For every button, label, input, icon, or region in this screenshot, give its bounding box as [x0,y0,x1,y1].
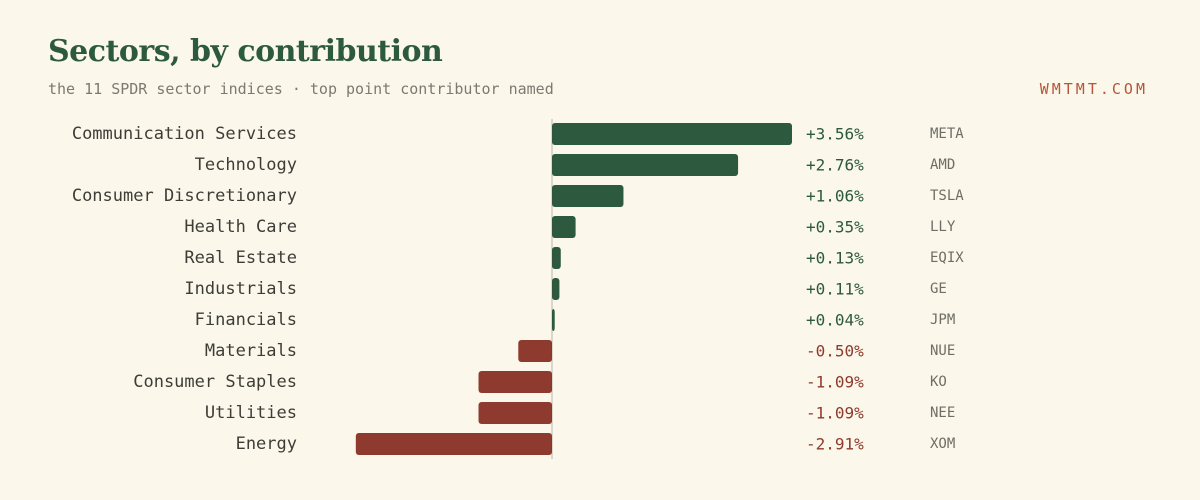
bar-consumer-discretionary [552,185,624,207]
category-label-materials: Materials [205,341,297,361]
bar-communication-services [552,123,792,145]
category-label-real-estate: Real Estate [184,248,297,268]
value-label-materials: -0.50% [806,342,864,361]
labels-group: Communication Services +3.56% META Technolo… [72,124,964,454]
category-label-energy: Energy [236,434,297,454]
brand-link[interactable]: WMTMT.COM [1039,80,1148,98]
value-label-technology: +2.76% [806,156,864,175]
contributor-ticker-consumer-discretionary: TSLA [930,188,964,204]
contributor-ticker-communication-services: META [930,126,964,142]
category-label-consumer-discretionary: Consumer Discretionary [72,186,297,206]
bars-group [355,123,792,455]
category-label-technology: Technology [195,155,297,175]
category-label-industrials: Industrials [184,279,297,299]
contributor-ticker-energy: XOM [930,436,955,452]
contributor-ticker-consumer-staples: KO [930,374,947,390]
contributor-ticker-technology: AMD [930,157,955,173]
value-label-real-estate: +0.13% [806,249,864,268]
bar-utilities [478,402,552,424]
value-label-utilities: -1.09% [806,404,864,423]
contributor-ticker-materials: NUE [930,343,955,359]
bar-energy [355,433,552,455]
value-label-consumer-staples: -1.09% [806,373,864,392]
category-label-consumer-staples: Consumer Staples [133,372,297,392]
bar-materials [518,340,552,362]
bar-health-care [552,216,576,238]
category-label-health-care: Health Care [184,217,297,237]
chart-title: Sectors, by contribution [48,34,443,69]
contributor-ticker-industrials: GE [930,281,947,297]
bar-financials [552,309,555,331]
bar-industrials [552,278,560,300]
value-label-energy: -2.91% [806,435,864,454]
category-label-financials: Financials [195,310,297,330]
value-label-communication-services: +3.56% [806,125,864,144]
bar-real-estate [552,247,561,269]
value-label-health-care: +0.35% [806,218,864,237]
contributor-ticker-utilities: NEE [930,405,955,421]
contributor-ticker-health-care: LLY [930,219,956,235]
contributor-ticker-real-estate: EQIX [930,250,964,266]
value-label-industrials: +0.11% [806,280,864,299]
category-label-communication-services: Communication Services [72,124,297,144]
contributor-ticker-financials: JPM [930,312,955,328]
value-label-financials: +0.04% [806,311,864,330]
bar-consumer-staples [478,371,552,393]
bar-technology [552,154,739,176]
value-label-consumer-discretionary: +1.06% [806,187,864,206]
category-label-utilities: Utilities [205,403,297,423]
chart-subtitle: the 11 SPDR sector indices · top point c… [48,80,554,98]
